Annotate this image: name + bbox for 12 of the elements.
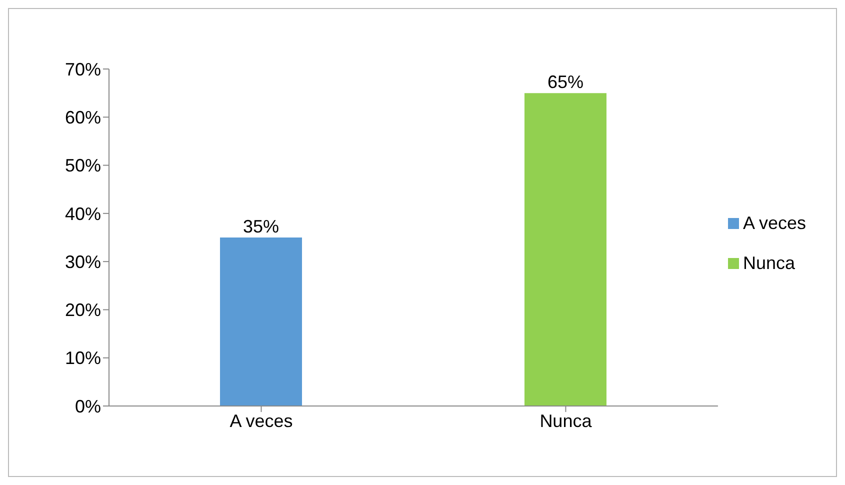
y-tick-label: 40% <box>64 204 101 224</box>
y-tick-label: 70% <box>64 59 101 80</box>
y-tick-label: 20% <box>64 300 101 320</box>
y-tick-label: 30% <box>64 252 101 272</box>
y-tick-label: 0% <box>74 396 101 416</box>
data-label: 35% <box>242 216 280 236</box>
legend-label: A veces <box>742 212 806 232</box>
y-tick-label: 10% <box>64 348 101 368</box>
data-label: 65% <box>547 72 584 92</box>
y-tick-label: 50% <box>64 156 101 176</box>
y-tick-label: 60% <box>64 108 101 128</box>
legend-label: Nunca <box>742 252 795 272</box>
